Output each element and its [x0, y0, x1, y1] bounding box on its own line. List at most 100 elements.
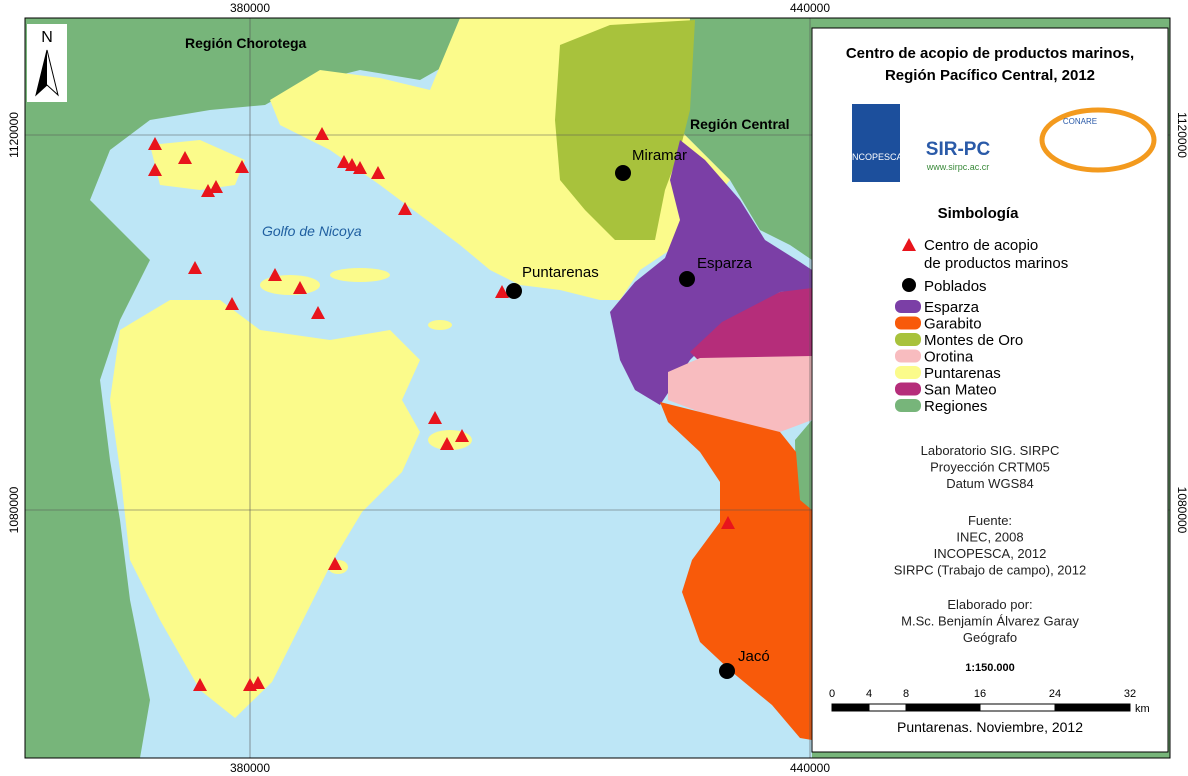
collection-center [337, 155, 351, 168]
collection-center [398, 202, 412, 215]
collection-center [345, 158, 359, 171]
town-label: Puntarenas [522, 264, 599, 281]
legend-swatch [895, 316, 921, 330]
logo-text: INCOPESCA [849, 152, 902, 162]
legend-label: Montes de Oro [924, 332, 1023, 349]
sea-label: Golfo de Nicoya [262, 223, 362, 239]
coord-label: 1080000 [7, 486, 21, 533]
coord-label: 1120000 [1175, 112, 1188, 158]
collection-center [311, 306, 325, 319]
credit-line: Fuente: [968, 513, 1012, 528]
coord-label: 440000 [790, 761, 830, 775]
frame-border [24, 17, 1171, 759]
legend-swatch [895, 300, 921, 313]
region-label: Región Central [690, 116, 790, 132]
collection-center [148, 137, 162, 150]
island [330, 268, 390, 282]
legend-dot [902, 278, 916, 292]
town-dot [506, 283, 522, 299]
collection-center [315, 127, 329, 140]
legend-label: Esparza [924, 299, 980, 316]
logo-text: SIR-PC [926, 139, 991, 160]
scale-segment [979, 703, 1056, 712]
scale-unit: km [1135, 703, 1150, 715]
credit-line: Datum WGS84 [946, 476, 1033, 491]
credit-line: Proyección CRTM05 [930, 460, 1050, 475]
town-label: Miramar [632, 147, 687, 164]
town-dot [615, 165, 631, 181]
collection-center [268, 268, 282, 281]
scale-ratio: 1:150.000 [965, 662, 1015, 674]
region-chorotega [25, 18, 470, 758]
coord-label: 440000 [790, 1, 830, 15]
island [150, 140, 245, 190]
collection-center [440, 437, 454, 450]
collection-center [225, 297, 239, 310]
title: Centro de acopio de productos marinos, [846, 45, 1134, 62]
scale-segment [831, 703, 870, 712]
scale-tick-label: 8 [903, 688, 909, 700]
coord-label: 380000 [230, 761, 270, 775]
legend-triangle [902, 238, 916, 251]
credit-line: Elaborado por: [947, 597, 1032, 612]
markers [148, 127, 735, 691]
town-label: Jacó [738, 648, 770, 665]
towns: Miramar Puntarenas Esparza Jacó [506, 147, 770, 679]
collection-center [328, 557, 342, 570]
credit-line: Laboratorio SIG. SIRPC [921, 443, 1060, 458]
collection-center [251, 676, 265, 689]
scale-tick-label: 24 [1049, 688, 1061, 700]
logo-incopesca [852, 104, 900, 182]
town-dot [719, 663, 735, 679]
legend-panel: Centro de acopio de productos marinos, R… [811, 27, 1169, 753]
credit-line: SIRPC (Trabajo de campo), 2012 [894, 563, 1086, 578]
credit-line: INEC, 2008 [956, 530, 1023, 545]
collection-center [188, 261, 202, 274]
region-label: Región Chorotega [185, 35, 307, 51]
collection-center [293, 281, 307, 294]
coord-label: 1120000 [7, 112, 21, 158]
north-label: N [41, 29, 53, 46]
island [428, 320, 452, 330]
legend-swatch [895, 382, 921, 396]
legend-label: Regiones [924, 398, 987, 415]
coord-label: 1080000 [1175, 487, 1188, 534]
san-mateo [690, 288, 812, 362]
collection-center [201, 184, 215, 197]
collection-center [371, 166, 385, 179]
logo-text: CONARE [1063, 117, 1097, 126]
island [260, 275, 320, 295]
scale-tick-label: 4 [866, 688, 872, 700]
north-arrow-half [36, 50, 47, 95]
scale-tick-label: 32 [1124, 688, 1136, 700]
legend-label: Puntarenas [924, 365, 1001, 382]
legend-label: San Mateo [924, 382, 997, 399]
collection-center [455, 429, 469, 442]
collection-center [209, 180, 223, 193]
legend-heading: Simbología [938, 205, 1019, 222]
legend-label: Garabito [924, 316, 982, 333]
scale-segment [868, 703, 907, 712]
scale-segment [1054, 703, 1131, 712]
collection-center [148, 163, 162, 176]
credit-line: M.Sc. Benjamín Álvarez Garay [901, 614, 1079, 629]
scale-tick-label: 0 [829, 688, 835, 700]
scale-bar: 0 4 8 16 24 32 km [829, 688, 1150, 715]
collection-center [235, 160, 249, 173]
legend-swatch [895, 349, 921, 363]
credit-line: INCOPESCA, 2012 [934, 546, 1047, 561]
legend-label: Poblados [924, 278, 987, 295]
title: Región Pacífico Central, 2012 [885, 67, 1095, 84]
collection-center [428, 411, 442, 424]
collection-center [193, 678, 207, 691]
garabito [660, 402, 812, 740]
legend-label: Orotina [924, 349, 974, 366]
logo-conare [1039, 107, 1157, 173]
town-dot [679, 271, 695, 287]
montes-de-oro [555, 20, 695, 240]
town-label: Esparza [697, 255, 753, 272]
esparza [610, 140, 812, 405]
scale-segment [905, 703, 981, 712]
